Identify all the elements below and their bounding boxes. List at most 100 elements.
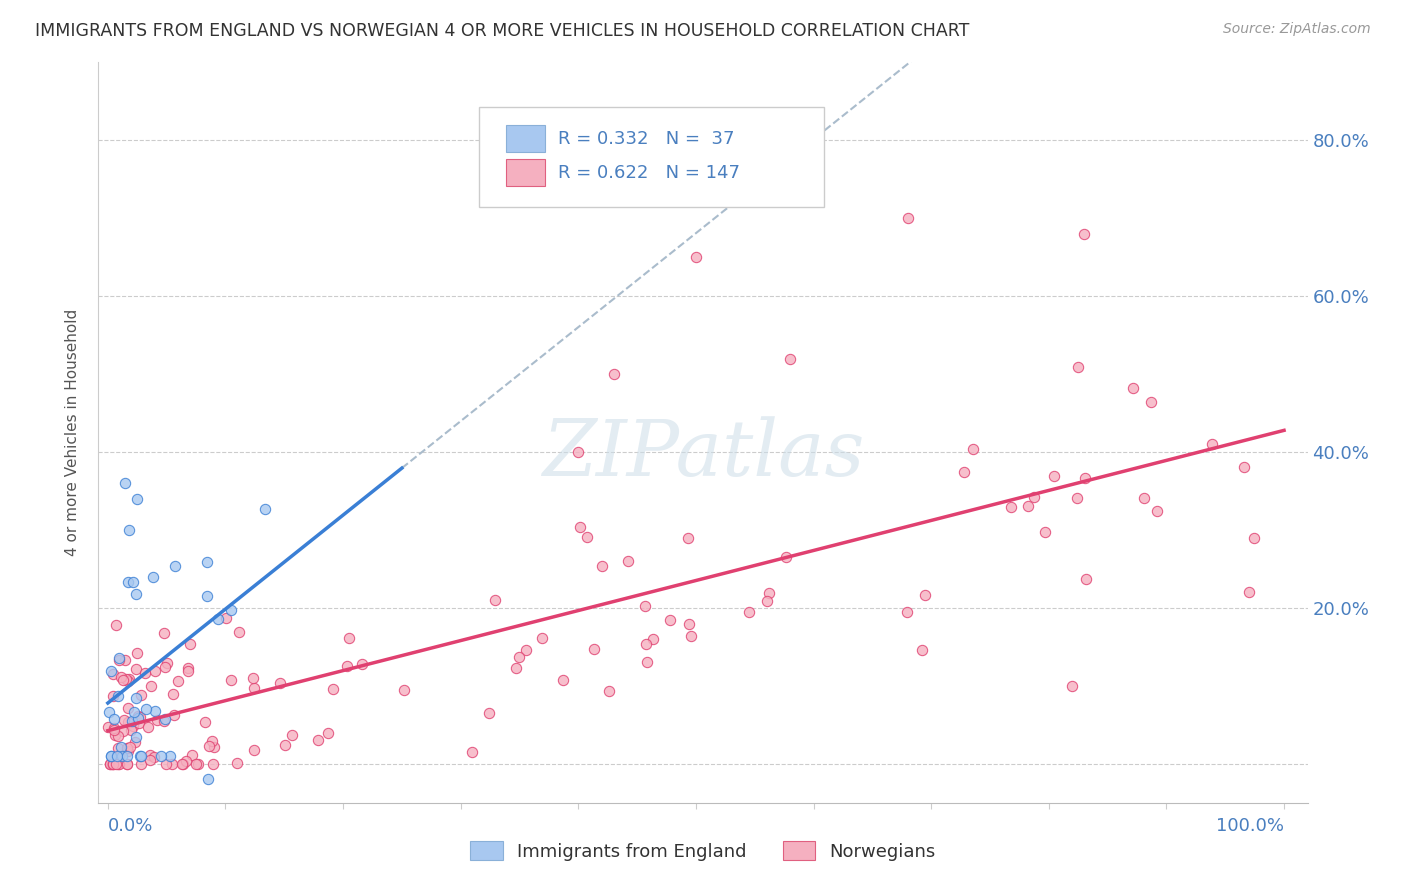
Point (1243, 531, 1265, 545)
Point (117, 714, 139, 729)
Point (172, 756, 194, 771)
Point (914, 588, 936, 602)
Point (114, 653, 136, 667)
Point (127, 491, 149, 506)
Legend: Immigrants from England, Norwegians: Immigrants from England, Norwegians (463, 834, 943, 868)
Point (484, 592, 506, 607)
Point (598, 683, 620, 698)
Point (1017, 500, 1039, 514)
Point (104, 728, 127, 742)
Point (187, 756, 209, 771)
Point (1073, 227, 1095, 241)
Point (758, 586, 780, 600)
Point (128, 749, 150, 764)
Point (139, 679, 162, 693)
Point (115, 756, 138, 771)
Point (107, 740, 129, 755)
Point (121, 575, 143, 590)
Text: ZIPatlas: ZIPatlas (541, 417, 865, 493)
Point (685, 250, 707, 264)
Point (112, 713, 135, 727)
Point (676, 531, 699, 545)
Point (115, 672, 138, 686)
Point (124, 735, 146, 749)
Point (152, 714, 174, 728)
Point (194, 714, 217, 729)
Point (167, 674, 190, 689)
Point (105, 749, 128, 764)
Point (103, 712, 125, 726)
Point (280, 728, 302, 742)
Point (505, 661, 527, 675)
Bar (506, 126, 544, 152)
Point (1066, 491, 1088, 506)
Point (1074, 471, 1097, 485)
Point (911, 643, 934, 657)
Point (110, 739, 132, 754)
Point (97, 705, 120, 719)
Point (131, 756, 153, 771)
Point (508, 650, 530, 665)
Point (163, 558, 186, 573)
Point (127, 647, 149, 661)
Point (962, 442, 984, 457)
Point (219, 603, 242, 617)
Point (1201, 437, 1223, 451)
Point (153, 712, 176, 726)
Point (128, 709, 150, 723)
Point (1062, 679, 1084, 693)
Point (143, 749, 166, 764)
Point (1132, 491, 1154, 505)
Point (195, 555, 218, 569)
Point (127, 710, 149, 724)
Point (122, 706, 145, 720)
Point (153, 626, 176, 640)
Point (117, 575, 139, 590)
Point (118, 739, 141, 754)
Point (460, 745, 482, 759)
Point (142, 570, 165, 584)
Point (576, 530, 599, 544)
Text: 100.0%: 100.0% (1216, 817, 1284, 835)
Point (634, 599, 657, 613)
Point (226, 756, 249, 770)
Point (477, 706, 499, 721)
Point (591, 559, 613, 574)
Point (121, 719, 143, 733)
Point (107, 651, 129, 665)
Point (138, 720, 160, 734)
Point (111, 724, 134, 739)
Point (1122, 381, 1144, 395)
Point (159, 749, 181, 764)
Point (392, 683, 415, 698)
Point (107, 748, 129, 763)
Point (775, 549, 797, 564)
Text: 0.0%: 0.0% (108, 817, 153, 835)
Point (180, 747, 202, 762)
Point (160, 756, 183, 771)
Point (896, 605, 918, 619)
Point (737, 605, 759, 619)
Point (117, 674, 139, 689)
Point (111, 749, 134, 764)
Point (107, 756, 129, 771)
Point (253, 501, 276, 516)
Point (242, 671, 264, 685)
Point (1043, 469, 1066, 483)
Text: R = 0.332   N =  37: R = 0.332 N = 37 (558, 129, 734, 148)
Bar (506, 160, 544, 186)
Point (115, 749, 138, 764)
Point (634, 637, 657, 651)
Point (100, 749, 122, 764)
Point (953, 465, 976, 479)
Point (243, 743, 266, 757)
Point (1237, 585, 1260, 599)
Point (322, 682, 344, 697)
Point (107, 689, 129, 703)
Point (316, 726, 339, 740)
Point (337, 631, 360, 645)
Point (636, 655, 658, 669)
Point (307, 732, 329, 747)
Point (118, 672, 141, 686)
Point (602, 367, 624, 381)
